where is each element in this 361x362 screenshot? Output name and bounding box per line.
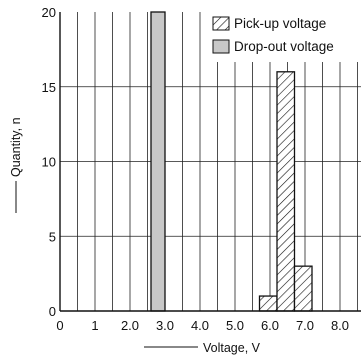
dropout-voltage-bar xyxy=(150,11,166,312)
legend: Pick-up voltage Drop-out voltage xyxy=(208,12,360,62)
x-axis-title-group: Voltage, V xyxy=(144,341,261,355)
legend-label-pickup: Pick-up voltage xyxy=(234,16,326,31)
x-tick-label: 0 xyxy=(56,318,63,333)
y-tick-label: 0 xyxy=(49,304,56,319)
legend-swatch-dropout xyxy=(212,39,230,54)
y-tick-label: 10 xyxy=(42,155,56,170)
x-tick-label: 8.0 xyxy=(331,318,349,333)
legend-background xyxy=(208,12,360,62)
y-tick-label: 15 xyxy=(42,80,56,95)
x-tick-label: 5.0 xyxy=(226,318,244,333)
x-tick-label: 1 xyxy=(91,318,98,333)
y-axis-title-group: Quantity, n xyxy=(9,117,23,213)
pickup-voltage-bar xyxy=(293,265,313,312)
x-tick-label: 4.0 xyxy=(191,318,209,333)
legend-swatch-pickup xyxy=(212,16,230,31)
y-tick-label: 5 xyxy=(49,229,56,244)
x-tick-label: 2.0 xyxy=(121,318,139,333)
pickup-voltage-bar xyxy=(258,295,278,312)
x-axis-title: Voltage, V xyxy=(203,341,261,355)
y-axis-title: Quantity, n xyxy=(9,117,23,177)
x-tick-label: 7.0 xyxy=(296,318,314,333)
y-tick-label: 20 xyxy=(42,5,56,20)
pickup-voltage-bar xyxy=(276,71,296,312)
x-tick-label: 3.0 xyxy=(156,318,174,333)
plot-frame xyxy=(59,12,361,312)
x-tick-label: 6.0 xyxy=(261,318,279,333)
legend-label-dropout: Drop-out voltage xyxy=(234,39,334,54)
tick-labels: 0 1 2.0 3.0 4.0 5.0 6.0 7.0 8.0 0 5 10 15 20 xyxy=(42,5,350,333)
